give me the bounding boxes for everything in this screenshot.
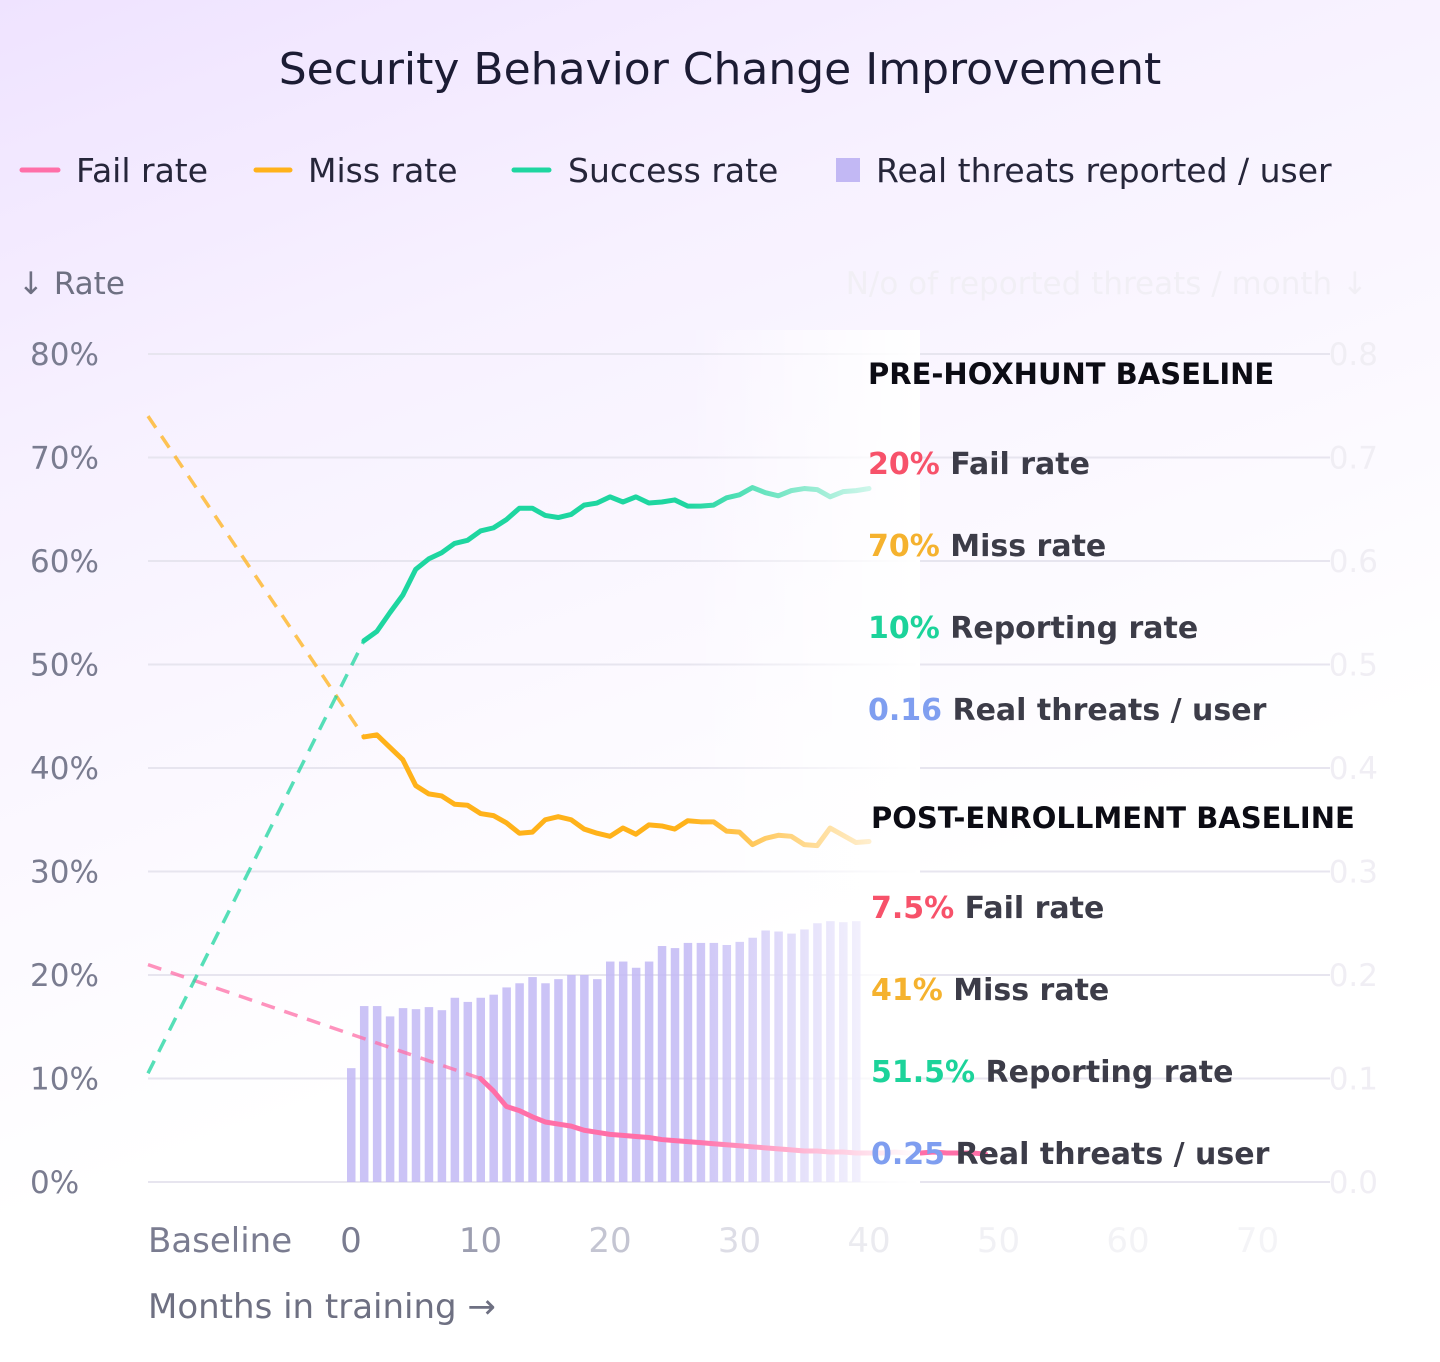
x-tick-label: 10 — [459, 1221, 502, 1261]
y-tick-left: 10% — [30, 1062, 99, 1098]
x-tick-label: 40 — [847, 1221, 890, 1261]
y-tick-left: 0% — [30, 1165, 79, 1201]
panel-stat-value: 0.16 — [868, 693, 942, 728]
bar-threats-month — [515, 983, 524, 1182]
y-tick-left: 60% — [30, 544, 99, 580]
baseline-stats-panel: PRE-HOXHUNT BASELINE 20% Fail rate 70% Mis… — [868, 357, 1355, 1172]
panel-stat-line: 70% Miss rate — [868, 529, 1106, 564]
y-tick-right: 0.4 — [1329, 751, 1378, 787]
y-tick-right: 0.6 — [1329, 544, 1378, 580]
panel-stat-line: 7.5% Fail rate — [871, 891, 1104, 926]
x-axis-title: Months in training → — [148, 1287, 496, 1327]
legend-swatch-bars — [836, 158, 860, 182]
legend-item-miss[interactable]: Miss rate — [253, 151, 458, 190]
baseline-dashed-miss — [146, 415, 366, 738]
panel-stat-line: 10% Reporting rate — [868, 611, 1198, 646]
y-tick-right: 0.7 — [1329, 441, 1378, 477]
bar-threats-month — [463, 1001, 473, 1182]
x-tick-label: 50 — [977, 1221, 1020, 1261]
y-tick-right: 0.2 — [1329, 958, 1378, 994]
y-tick-left: 80% — [30, 337, 99, 373]
x-axis-ticks: Baseline 0 10 20 30 40 50 60 70 — [148, 1221, 1279, 1261]
bar-threats-month — [502, 987, 511, 1182]
panel-heading: PRE-HOXHUNT BASELINE — [868, 357, 1274, 391]
panel-stat-label: Fail rate — [954, 891, 1104, 926]
bar-threats-month — [372, 1006, 382, 1182]
x-tick-label: 60 — [1106, 1221, 1149, 1261]
y-axis-left-title: ↓ Rate — [18, 266, 125, 302]
y-axis-right-title: N/o of reported threats / month ↓ — [846, 266, 1368, 302]
y-tick-right: 0.8 — [1329, 337, 1378, 373]
bar-threats-month — [424, 1007, 434, 1182]
y-tick-right: 0.5 — [1329, 648, 1378, 684]
legend-item-fail[interactable]: Fail rate — [19, 151, 208, 190]
bar-threats-month — [450, 997, 460, 1182]
panel-stat-line: 0.16 Real threats / user — [868, 693, 1267, 728]
bar-threats-month — [359, 1006, 369, 1182]
x-tick-label: 70 — [1236, 1221, 1279, 1261]
panel-stat-label: Miss rate — [940, 529, 1106, 564]
bar-threats-month — [541, 983, 550, 1182]
baseline-dashed-fail — [147, 962, 482, 1081]
y-tick-right: 0.1 — [1329, 1062, 1378, 1098]
panel-stat-line: 0.25 Real threats / user — [871, 1137, 1270, 1172]
panel-stat-value: 7.5% — [871, 891, 954, 926]
y-tick-left: 30% — [30, 855, 99, 891]
panel-stat-label: Reporting rate — [975, 1055, 1233, 1090]
baseline-dashed-success — [146, 639, 366, 1075]
panel-stat-label: Reporting rate — [940, 611, 1198, 646]
y-tick-left: 40% — [30, 751, 99, 787]
panel-stat-value: 70% — [868, 529, 940, 564]
bar-threats-month — [385, 1016, 395, 1182]
bar-threats-month — [528, 977, 537, 1182]
legend: Fail rate Miss rate Success rate Real th… — [19, 151, 1332, 190]
legend-item-success[interactable]: Success rate — [511, 151, 778, 190]
y-tick-right: 0.3 — [1329, 855, 1378, 891]
panel-stat-line: 51.5% Reporting rate — [871, 1055, 1233, 1090]
bar-threats-month — [398, 1008, 408, 1182]
x-tick-label: Baseline — [148, 1221, 292, 1261]
y-axis-ticks: 80% 0.8 70% 0.7 60% 0.6 50% 0.5 40% 0.4 30% 0.3 20% 0… — [30, 337, 1378, 1201]
panel-stat-value: 41% — [871, 973, 943, 1008]
y-tick-left: 50% — [30, 648, 99, 684]
panel-stat-line: 20% Fail rate — [868, 447, 1090, 482]
bar-threats-month — [554, 979, 563, 1182]
legend-item-bars[interactable]: Real threats reported / user — [836, 151, 1332, 190]
panel-stat-label: Real threats / user — [942, 693, 1267, 728]
legend-label-miss: Miss rate — [308, 151, 458, 190]
y-tick-right: 0.0 — [1329, 1165, 1378, 1201]
bar-threats-month — [411, 1009, 421, 1182]
x-tick-label: 20 — [588, 1221, 631, 1261]
legend-label-bars: Real threats reported / user — [876, 151, 1332, 190]
bar-threats-month — [476, 997, 485, 1182]
y-tick-left: 70% — [30, 441, 99, 477]
fade-overlay — [560, 330, 920, 1200]
panel-stat-line: 41% Miss rate — [871, 973, 1109, 1008]
legend-label-fail: Fail rate — [76, 151, 208, 190]
panel-stat-value: 0.25 — [871, 1137, 945, 1172]
panel-stat-value: 10% — [868, 611, 940, 646]
legend-label-success: Success rate — [568, 151, 778, 190]
bar-threats-month — [437, 1010, 447, 1182]
chart-title: Security Behavior Change Improvement — [279, 44, 1161, 95]
bar-threats-month — [347, 1068, 356, 1182]
x-tick-label: 30 — [718, 1221, 761, 1261]
panel-stat-label: Miss rate — [943, 973, 1109, 1008]
panel-stat-label: Real threats / user — [945, 1137, 1270, 1172]
panel-stat-value: 20% — [868, 447, 940, 482]
y-tick-left: 20% — [30, 958, 99, 994]
panel-stat-label: Fail rate — [940, 447, 1090, 482]
panel-heading: POST-ENROLLMENT BASELINE — [871, 801, 1355, 835]
x-tick-label: 0 — [340, 1221, 362, 1261]
panel-stat-value: 51.5% — [871, 1055, 975, 1090]
